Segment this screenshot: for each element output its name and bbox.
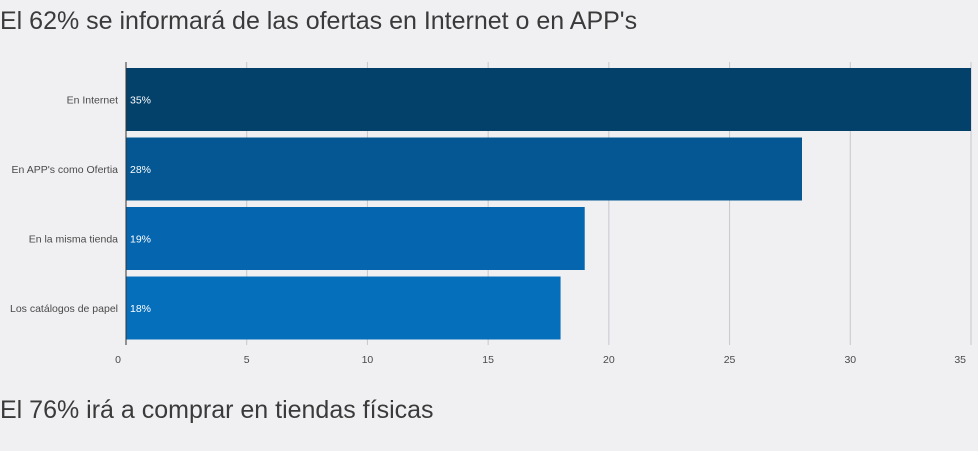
category-label: En APP's como Ofertia bbox=[12, 164, 119, 176]
x-tick-label: 15 bbox=[482, 354, 494, 366]
x-tick-label: 35 bbox=[954, 354, 966, 366]
category-label: En la misma tienda bbox=[29, 234, 118, 246]
data-label: 28% bbox=[130, 164, 151, 176]
category-label: Los catálogos de papel bbox=[10, 303, 118, 315]
x-tick-label: 5 bbox=[244, 354, 250, 366]
bar bbox=[126, 68, 971, 131]
x-axis-ticks: 0 5 10 15 20 25 30 35 bbox=[115, 354, 966, 366]
category-label: En Internet bbox=[67, 95, 118, 107]
data-label: 18% bbox=[130, 303, 151, 315]
data-label: 35% bbox=[130, 95, 151, 107]
x-tick-label: 25 bbox=[724, 354, 736, 366]
bar bbox=[126, 207, 585, 270]
x-tick-label: 10 bbox=[362, 354, 374, 366]
bars: 35% 28% 19% 18% bbox=[126, 68, 971, 340]
x-tick-label: 0 bbox=[115, 354, 121, 366]
x-tick-label: 20 bbox=[603, 354, 615, 366]
bar bbox=[126, 137, 802, 201]
data-label: 19% bbox=[130, 234, 151, 246]
bar bbox=[126, 276, 561, 340]
section-heading: El 76% irá a comprar en tiendas físicas bbox=[0, 396, 434, 424]
category-labels: En Internet En APP's como Ofertia En la mi… bbox=[10, 95, 118, 316]
x-tick-label: 30 bbox=[844, 354, 856, 366]
bar-chart: 35% 28% 19% 18% En Internet En APP's como Of… bbox=[10, 62, 972, 366]
chart-title: El 62% se informará de las ofertas en In… bbox=[0, 7, 638, 35]
